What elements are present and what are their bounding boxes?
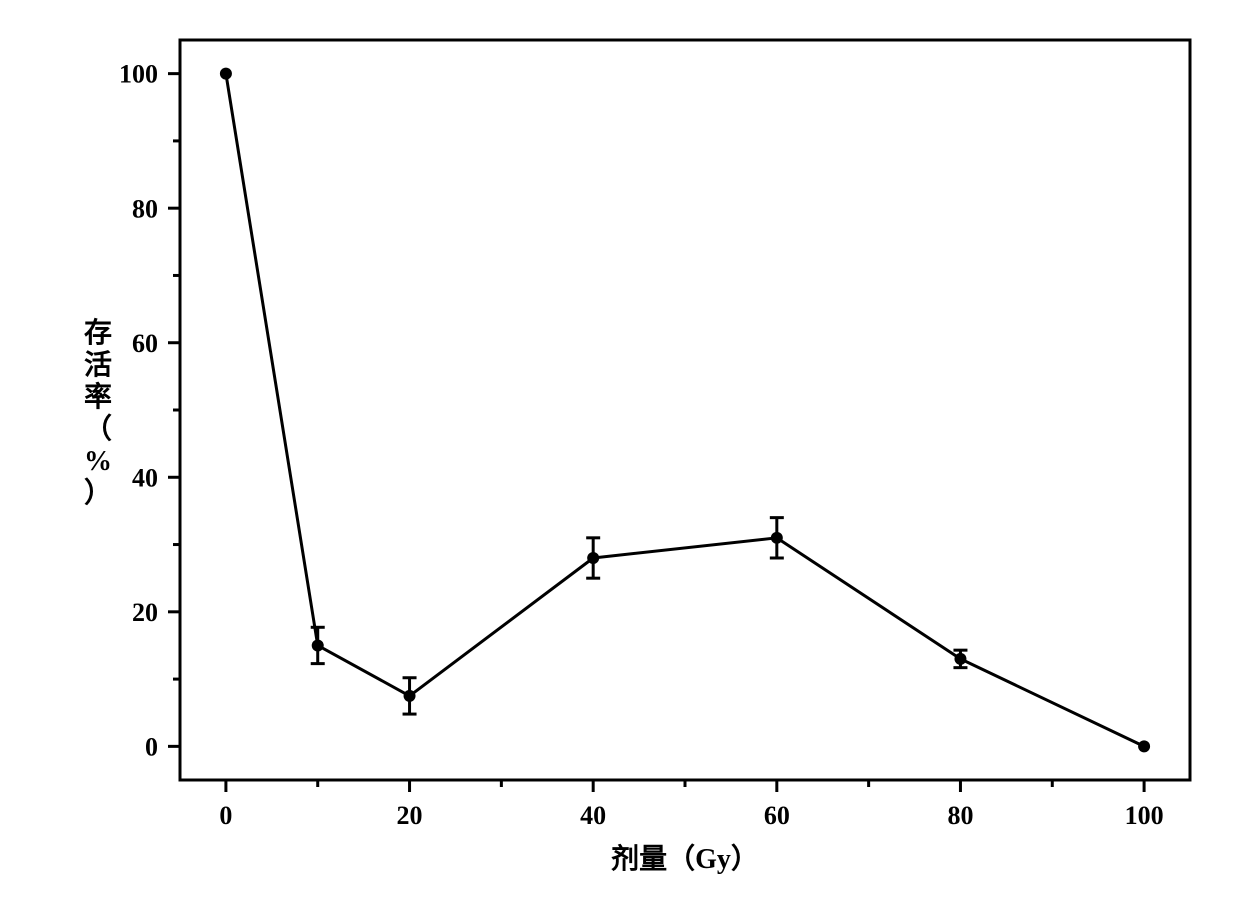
y-tick-label: 60 xyxy=(132,329,158,358)
y-tick-label: 20 xyxy=(132,598,158,627)
y-tick-label: 80 xyxy=(132,194,158,223)
y-tick-label: 100 xyxy=(119,60,158,89)
x-tick-label: 0 xyxy=(219,801,232,830)
data-point xyxy=(587,552,599,564)
series-line xyxy=(226,74,1144,747)
y-tick-label: 0 xyxy=(145,732,158,761)
y-axis-label: 存活率（%） xyxy=(84,316,112,509)
y-tick-label: 40 xyxy=(132,463,158,492)
data-point xyxy=(220,68,232,80)
x-tick-label: 20 xyxy=(397,801,423,830)
x-axis-label: 剂量（Gy） xyxy=(611,842,759,875)
survival-rate-chart: 0 20 40 60 80 100 0 20 40 60 80 100 剂量（Gy） 存活率（%） xyxy=(0,0,1240,923)
data-point xyxy=(312,639,324,651)
data-point xyxy=(1138,740,1150,752)
x-tick-label: 80 xyxy=(947,801,973,830)
x-tick-label: 60 xyxy=(764,801,790,830)
data-point xyxy=(771,532,783,544)
data-point xyxy=(954,653,966,665)
x-tick-label: 100 xyxy=(1125,801,1164,830)
x-tick-label: 40 xyxy=(580,801,606,830)
data-point xyxy=(404,690,416,702)
plot-frame xyxy=(180,40,1190,780)
